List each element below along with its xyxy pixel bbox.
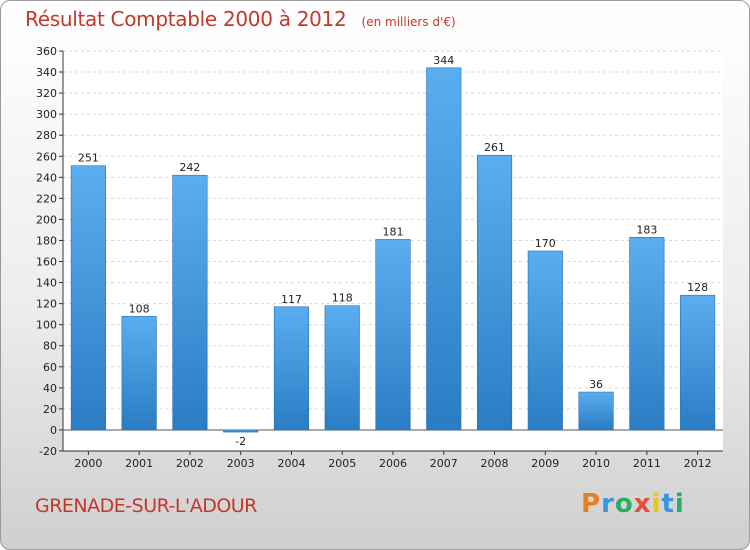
bar-2011[interactable] [629, 237, 665, 431]
y-tick-label: 60 [43, 361, 57, 374]
x-tick-label-2008: 2008 [481, 457, 509, 470]
logo-letter: r [601, 489, 615, 519]
y-tick-label: 220 [36, 192, 57, 205]
y-tick-label: 100 [36, 319, 57, 332]
x-tick-label-2004: 2004 [277, 457, 305, 470]
x-tick-label-2003: 2003 [227, 457, 255, 470]
y-tick-label: 320 [36, 87, 57, 100]
y-tick-label: 40 [43, 382, 57, 395]
logo-letter: i [674, 489, 685, 519]
x-tick-label-2002: 2002 [176, 457, 204, 470]
x-tick-label-2010: 2010 [582, 457, 610, 470]
bar-2003[interactable] [223, 429, 259, 433]
data-label-2001: 108 [129, 302, 150, 315]
y-tick-label: 20 [43, 403, 57, 416]
bar-2000[interactable] [70, 165, 106, 431]
label-layer: 251 108 242 -2 117 118 181 344 261 170 36 183 128 [78, 54, 708, 448]
x-tick-label-2012: 2012 [684, 457, 712, 470]
logo-letter: x [633, 489, 652, 519]
bar-2001[interactable] [121, 315, 157, 431]
y-tick-label: 160 [36, 256, 57, 269]
y-tick-label: 200 [36, 213, 57, 226]
data-label-2007: 344 [433, 54, 454, 67]
logo-letter: P [581, 489, 602, 519]
x-tick-label-2009: 2009 [531, 457, 559, 470]
y-tick-label: 80 [43, 340, 57, 353]
y-tick-label: 300 [36, 108, 57, 121]
bar-2010[interactable] [578, 391, 614, 431]
place-name: GRENADE-SUR-L'ADOUR [35, 495, 257, 517]
logo-letter: t [661, 489, 675, 519]
data-label-2000: 251 [78, 152, 99, 165]
data-label-2005: 118 [332, 292, 353, 305]
logo-letter: o [614, 489, 634, 519]
chart-title-block: Résultat Comptable 2000 à 2012 (en milli… [25, 7, 456, 31]
data-label-2006: 181 [383, 225, 404, 238]
x-tick-label-2000: 2000 [74, 457, 102, 470]
y-tick-label: 240 [36, 171, 57, 184]
bar-2004[interactable] [273, 306, 310, 431]
bar-2005[interactable] [324, 305, 360, 431]
y-tick-label: 120 [36, 298, 57, 311]
y-tick-label: 140 [36, 277, 57, 290]
data-label-2004: 117 [281, 293, 302, 306]
data-label-2009: 170 [535, 237, 556, 250]
bar-2002[interactable] [172, 174, 208, 431]
y-tick-label: 260 [36, 150, 57, 163]
data-label-2003: -2 [235, 435, 246, 448]
data-label-2012: 128 [687, 281, 708, 294]
data-label-2002: 242 [179, 161, 200, 174]
bar-2007[interactable] [426, 67, 462, 431]
y-tick-label: -20 [39, 445, 57, 458]
y-tick-label: 180 [36, 234, 57, 247]
axis-layer: -20 0 20 40 60 80 100 120 140 160 180 200 220 240 260 2… [36, 45, 723, 470]
logo-letter: i [651, 489, 662, 519]
bar-2009[interactable] [527, 250, 563, 431]
bar-2008[interactable] [476, 154, 513, 431]
chart-title: Résultat Comptable 2000 à 2012 [25, 7, 347, 31]
chart-unit: (en milliers d'€) [361, 15, 456, 29]
y-tick-label: 340 [36, 66, 57, 79]
y-tick-label: 280 [36, 129, 57, 142]
bar-2006[interactable] [375, 239, 411, 431]
data-label-2008: 261 [484, 141, 505, 154]
bar-layer [70, 67, 716, 433]
x-tick-label-2005: 2005 [328, 457, 356, 470]
proxiti-logo[interactable]: Proxiti [581, 489, 685, 519]
x-tick-label-2006: 2006 [379, 457, 407, 470]
data-label-2011: 183 [636, 223, 657, 236]
x-tick-label-2011: 2011 [633, 457, 661, 470]
data-label-2010: 36 [589, 378, 603, 391]
y-tick-label: 0 [50, 424, 57, 437]
x-tick-label-2001: 2001 [125, 457, 153, 470]
x-tick-label-2007: 2007 [430, 457, 458, 470]
y-tick-label: 360 [36, 45, 57, 58]
bar-2012[interactable] [680, 294, 716, 431]
